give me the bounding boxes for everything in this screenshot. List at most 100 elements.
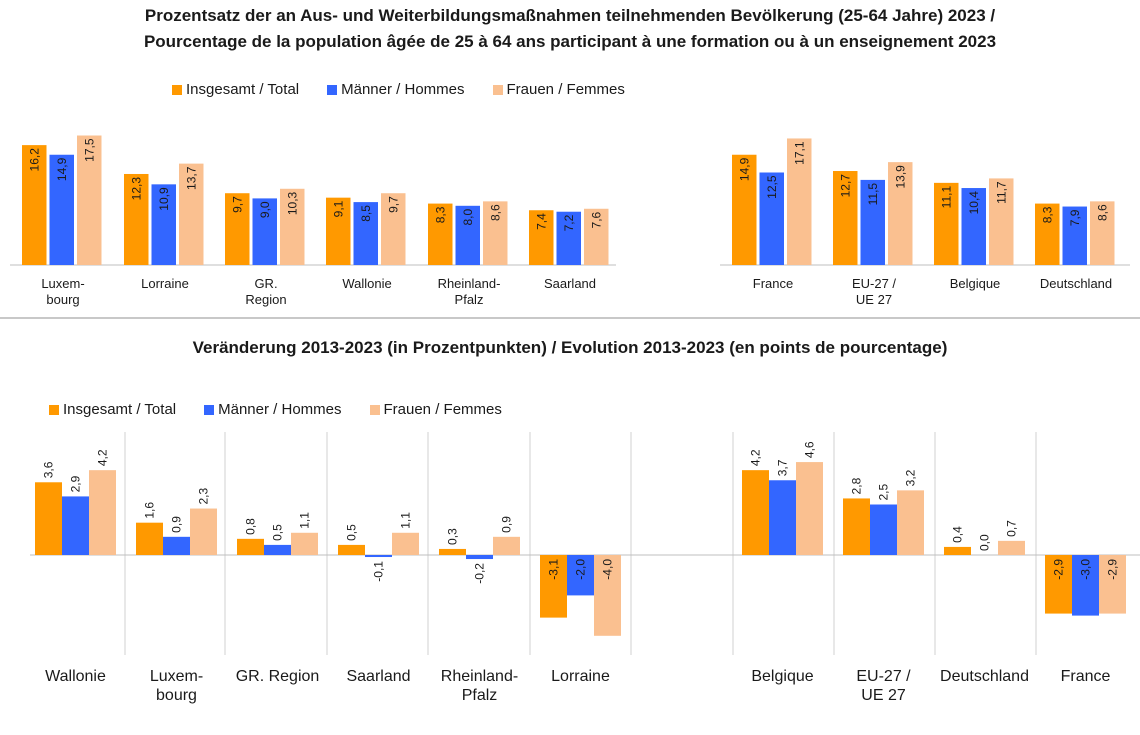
chart2-label-men-9: -3,0 [1079, 559, 1093, 580]
chart2-bar-total-9 [1045, 555, 1072, 614]
legend-swatch-men [327, 84, 338, 95]
chart2-label-total-5: -3,1 [547, 559, 561, 580]
chart2-bar-women-8 [998, 540, 1025, 555]
legend2-swatch-women [369, 404, 380, 415]
chart2-label-women-3: 1,1 [399, 512, 413, 529]
chart1-bar-men-4 [455, 205, 480, 265]
chart2-category-0: Wallonie [45, 668, 106, 685]
chart2-title: Veränderung 2013-2023 (in Prozentpunkten… [192, 338, 948, 357]
chart2-bar-men-4 [466, 555, 493, 560]
chart2-label-men-6: 3,7 [776, 459, 790, 476]
chart2-label-women-4: 0,9 [500, 516, 514, 533]
chart2-label-women-2: 1,1 [298, 512, 312, 529]
chart2-label-women-9: -2,9 [1106, 559, 1120, 580]
chart2-bar-women-5 [594, 555, 621, 636]
legend2-men: Männer / Hommes [204, 401, 342, 418]
chart2-label-men-4: -0,2 [473, 563, 487, 584]
chart1-label-total-3: 9,1 [331, 200, 345, 217]
chart2-label-total-2: 0,8 [244, 518, 258, 535]
chart1-bar-men-7 [860, 179, 885, 265]
chart2-bar-total-5 [540, 555, 567, 618]
legend-women: Frauen / Femmes [492, 81, 625, 98]
chart2-bar-women-3 [392, 532, 419, 555]
chart1-label-men-6: 12,5 [765, 175, 779, 199]
chart2-bar-men-1 [163, 536, 190, 555]
chart2-bar-men-3 [365, 555, 392, 558]
chart2-bar-total-4 [439, 548, 466, 555]
chart1-label-women-2: 10,3 [285, 191, 299, 215]
chart1-bar-total-2 [225, 193, 250, 265]
chart2-label-total-8: 0,4 [951, 526, 965, 543]
chart2-bar-men-2 [264, 544, 291, 555]
chart1-label-women-4: 8,6 [488, 204, 502, 221]
chart2-category-5: Lorraine [551, 668, 610, 685]
chart1-bar-women-2 [280, 188, 305, 265]
legend-total: Insgesamt / Total [172, 81, 299, 98]
legend2-label-men: Männer / Hommes [218, 401, 342, 418]
chart2-category-3: Saarland [346, 668, 410, 685]
chart1-label-total-8: 11,1 [939, 186, 953, 209]
chart2-label-men-0: 2,9 [69, 475, 83, 492]
chart1-label-men-7: 11,5 [866, 183, 880, 206]
chart1-bar-women-9 [1090, 201, 1115, 265]
chart2-label-women-6: 4,6 [803, 441, 817, 458]
chart1-bar-women-3 [381, 193, 406, 265]
chart1-category-5: Saarland [544, 276, 596, 291]
chart2-bar-total-7 [843, 498, 870, 555]
legend-men: Männer / Hommes [327, 81, 465, 98]
chart1-bar-total-4 [428, 203, 453, 265]
chart1-legend: Insgesamt / Total Männer / Hommes Frauen… [172, 81, 653, 98]
legend2-swatch-total [49, 404, 59, 415]
chart1-label-total-6: 14,9 [737, 157, 751, 181]
chart2-label-men-8: 0,0 [978, 534, 992, 551]
chart2-bar-total-3 [338, 544, 365, 555]
chart1-label-total-7: 12,7 [838, 174, 852, 198]
chart2-bar-men-7 [870, 504, 897, 555]
chart1-bar-women-1 [179, 163, 204, 265]
chart2-bar-men-6 [769, 480, 796, 555]
chart1-label-women-8: 11,7 [994, 181, 1008, 204]
chart1-bar-total-0 [22, 145, 47, 265]
chart2-label-women-7: 3,2 [904, 469, 918, 486]
chart1-category-7: EU-27 /UE 27 [852, 276, 896, 307]
legend2-label-total: Insgesamt / Total [63, 401, 177, 418]
chart2-bar-men-5 [567, 555, 594, 596]
chart2-label-total-3: 0,5 [345, 524, 359, 541]
chart2-label-total-4: 0,3 [446, 528, 460, 545]
chart1-bar-total-1 [124, 173, 149, 265]
chart2-bar-total-6 [742, 470, 769, 555]
legend-label-men: Männer / Hommes [341, 81, 465, 98]
chart2-bar-women-4 [493, 536, 520, 555]
chart1-label-men-3: 8,5 [359, 205, 373, 222]
chart1-category-9: Deutschland [1040, 276, 1112, 291]
chart1-label-total-2: 9,7 [230, 196, 244, 213]
chart2-category-2: GR. Region [236, 668, 320, 685]
chart1-category-3: Wallonie [342, 276, 391, 291]
chart1-label-women-6: 17,1 [792, 141, 806, 165]
chart2-label-men-3: -0,1 [372, 561, 386, 582]
chart1-category-2: GR. Region [245, 276, 286, 307]
chart2-label-men-5: -2,0 [574, 559, 588, 580]
chart2-label-women-1: 2,3 [197, 488, 211, 505]
chart2-label-men-1: 0,9 [170, 516, 184, 533]
chart2-bar-women-2 [291, 532, 318, 555]
chart2-label-women-8: 0,7 [1005, 520, 1019, 537]
chart1-bar-men-1 [151, 184, 176, 265]
chart1-bar-total-5 [529, 210, 554, 265]
chart1-category-0: Luxem-bourg [41, 276, 84, 307]
chart2-label-total-6: 4,2 [749, 449, 763, 466]
chart2-bar-men-0 [62, 496, 89, 555]
chart2-category-9: France [1061, 668, 1111, 685]
chart1-bar-women-4 [483, 201, 508, 265]
chart1-bar-total-3 [326, 197, 351, 265]
chart1-bar-women-5 [584, 208, 609, 265]
chart1-category-4: Rheinland-Pfalz [438, 276, 501, 307]
chart1-bar-total-7 [833, 171, 858, 265]
chart1-label-total-5: 7,4 [534, 213, 548, 230]
chart1-bar-women-0 [77, 135, 102, 265]
chart2-legend: Insgesamt / Total Männer / Hommes Frauen… [49, 401, 530, 418]
chart1-label-total-0: 16,2 [27, 148, 41, 172]
chart2-category-6: Belgique [751, 668, 813, 685]
chart2-label-women-5: -4,0 [601, 559, 615, 580]
chart2-category-7: EU-27 /UE 27 [856, 668, 911, 704]
